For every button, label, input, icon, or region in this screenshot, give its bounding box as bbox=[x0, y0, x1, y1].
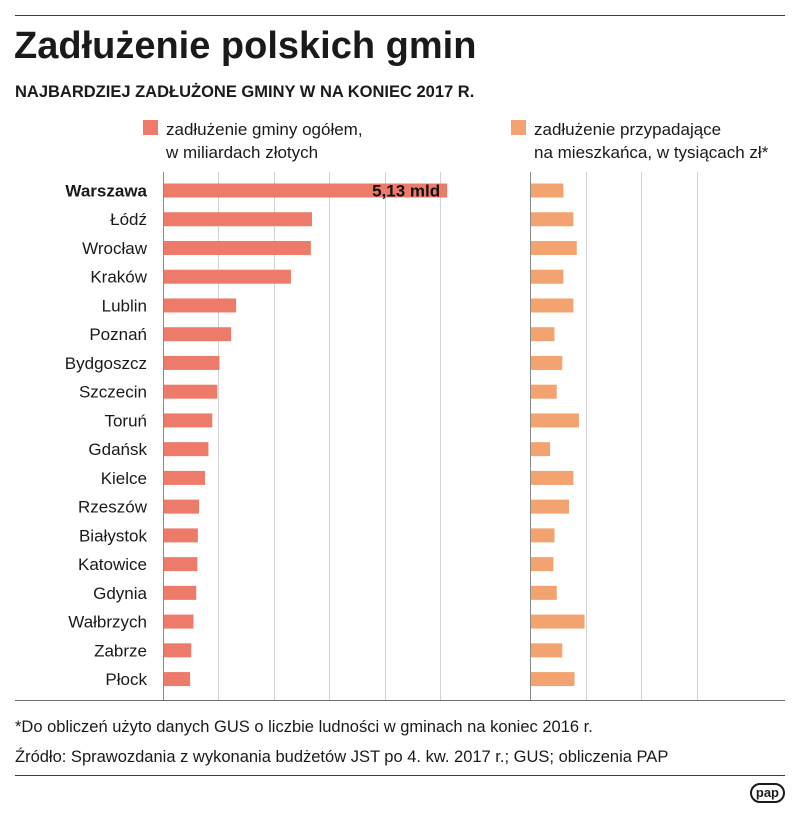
legend-swatch-per-capita-debt bbox=[511, 120, 526, 135]
category-label: Warszawa bbox=[65, 181, 147, 200]
category-label: Szczecin bbox=[79, 383, 147, 402]
bar-total-debt bbox=[163, 672, 191, 687]
bar-total-debt bbox=[163, 470, 206, 485]
category-label: Płock bbox=[105, 670, 147, 689]
page-subtitle: NAJBARDZIEJ ZADŁUŻONE GMINY W NA KONIEC … bbox=[15, 83, 475, 101]
bar-total-debt bbox=[163, 442, 209, 457]
bar-total-debt bbox=[163, 557, 198, 572]
bar-total-debt bbox=[163, 643, 192, 658]
bar-per-capita-debt bbox=[530, 442, 551, 457]
bar-total-debt bbox=[163, 269, 291, 284]
bar-per-capita-debt bbox=[530, 643, 563, 658]
footnote: *Do obliczeń użyto danych GUS o liczbie … bbox=[15, 718, 593, 736]
category-label: Wałbrzych bbox=[68, 613, 147, 632]
category-label: Kielce bbox=[101, 469, 147, 488]
bar-per-capita-debt bbox=[530, 298, 574, 313]
category-label: Zabrze bbox=[94, 641, 147, 660]
bar-per-capita-debt bbox=[530, 585, 557, 600]
bar-total-debt bbox=[163, 499, 199, 514]
bar-total-debt bbox=[163, 384, 218, 399]
category-label: Kraków bbox=[90, 268, 147, 287]
bar-total-debt bbox=[163, 528, 198, 543]
bar-per-capita-debt bbox=[530, 470, 574, 485]
bar-per-capita-debt bbox=[530, 355, 563, 370]
source-note: Źródło: Sprawozdania z wykonania budżetó… bbox=[15, 748, 669, 766]
category-label: Katowice bbox=[78, 555, 147, 574]
category-label: Toruń bbox=[104, 411, 147, 430]
bar-per-capita-debt bbox=[530, 499, 569, 514]
bottom-rule bbox=[15, 775, 785, 776]
bar-per-capita-debt bbox=[530, 528, 555, 543]
page-title: Zadłużenie polskich gmin bbox=[14, 25, 477, 67]
legend-label-per-capita-debt: zadłużenie przypadające na mieszkańca, w… bbox=[534, 120, 769, 162]
bar-per-capita-debt bbox=[530, 413, 579, 428]
bar-total-debt bbox=[163, 413, 213, 428]
category-label: Poznań bbox=[89, 325, 147, 344]
legend-label-total-debt: zadłużenie gminy ogółem, w miliardach zł… bbox=[166, 120, 363, 162]
bar-total-debt bbox=[163, 585, 197, 600]
category-label: Łódź bbox=[110, 210, 147, 229]
bar-per-capita-debt bbox=[530, 183, 564, 198]
bar-total-debt bbox=[163, 327, 232, 342]
bar-per-capita-debt bbox=[530, 672, 575, 687]
bar-per-capita-debt bbox=[530, 614, 585, 629]
category-label: Wrocław bbox=[82, 239, 148, 258]
category-label: Gdańsk bbox=[88, 440, 147, 459]
pap-logo: pap bbox=[749, 783, 785, 803]
bar-total-debt bbox=[163, 183, 448, 198]
category-label: Białystok bbox=[79, 526, 148, 545]
bar-per-capita-debt bbox=[530, 327, 555, 342]
category-label: Bydgoszcz bbox=[65, 354, 147, 373]
bar-total-debt bbox=[163, 298, 237, 313]
bar-total-debt bbox=[163, 212, 312, 227]
bar-per-capita-debt bbox=[530, 557, 554, 572]
bar-per-capita-debt bbox=[530, 269, 564, 284]
bar-per-capita-debt bbox=[530, 240, 577, 255]
bar-per-capita-debt bbox=[530, 384, 557, 399]
bar-total-debt bbox=[163, 614, 194, 629]
category-label: Gdynia bbox=[93, 584, 147, 603]
legend-swatch-total-debt bbox=[143, 120, 158, 135]
chart-bottom-rule bbox=[15, 700, 785, 701]
bar-per-capita-debt bbox=[530, 212, 574, 227]
top-rule bbox=[15, 15, 785, 16]
category-label: Lublin bbox=[102, 296, 147, 315]
bar-total-debt bbox=[163, 240, 311, 255]
data-label: 5,13 mld bbox=[372, 181, 440, 200]
bar-total-debt bbox=[163, 355, 220, 370]
category-label: Rzeszów bbox=[78, 498, 148, 517]
